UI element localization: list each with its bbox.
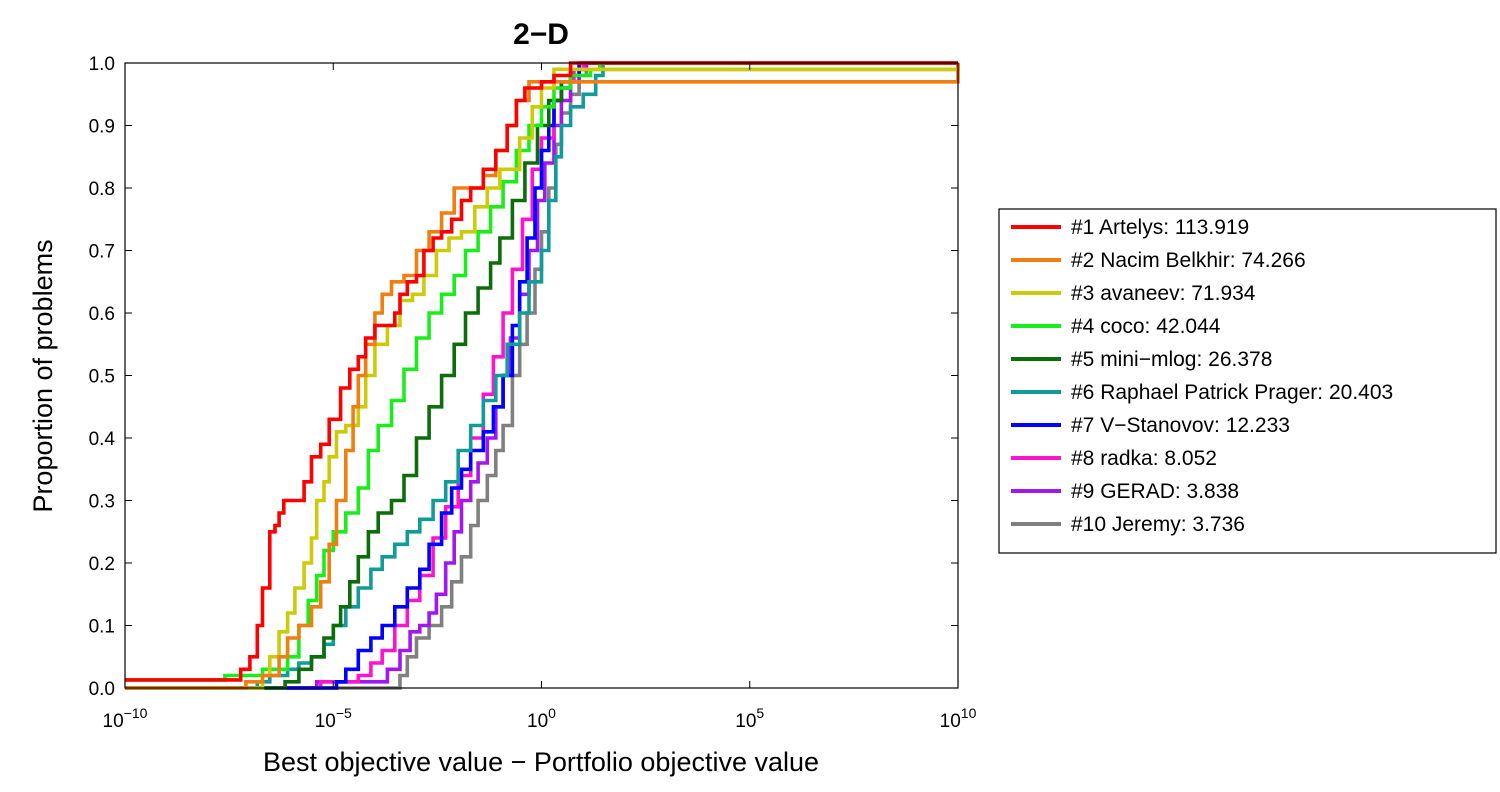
series-line-1 [125, 61, 958, 682]
y-axis: 0.0 0.1 0.2 0.3 0.4 0.5 0.6 0.7 0.8 0.9 1.0 [89, 54, 958, 700]
legend-entry-3: #3 avaneev: 71.934 [1071, 282, 1256, 305]
y-tick-label: 0.2 [89, 554, 115, 575]
y-tick-label: 0.8 [89, 179, 115, 200]
legend-entry-4: #4 coco: 42.044 [1071, 315, 1221, 338]
series-line-2 [125, 63, 960, 690]
series-lines [125, 61, 960, 690]
series-line-3 [125, 63, 960, 690]
y-tick-label: 0.9 [89, 117, 115, 138]
y-tick-label: 1.0 [89, 54, 115, 75]
y-tick-label: 0.5 [89, 367, 115, 388]
x-tick-label: 105 [735, 705, 764, 732]
legend-box [998, 208, 1497, 554]
x-axis-label: Best objective value − Portfolio objecti… [263, 747, 819, 777]
legend-entry-2: #2 Nacim Belkhir: 74.266 [1071, 249, 1306, 272]
legend: #1 Artelys: 113.919 #2 Nacim Belkhir: 74.… [998, 208, 1497, 554]
x-tick-label: 1010 [940, 705, 977, 732]
series-line-7 [125, 61, 958, 690]
series-line-5 [125, 63, 960, 690]
x-tick-label: 10−10 [103, 705, 148, 732]
legend-entry-1: #1 Artelys: 113.919 [1071, 216, 1249, 239]
legend-entry-10: #10 Jeremy: 3.736 [1071, 513, 1245, 536]
x-tick-label: 100 [527, 705, 556, 732]
chart-title: 2−D [513, 18, 569, 51]
series-line-4 [125, 61, 958, 682]
legend-entry-5: #5 mini−mlog: 26.378 [1071, 348, 1272, 371]
y-axis-label: Proportion of problems [28, 239, 58, 512]
plot-area [124, 61, 960, 690]
x-tick-label: 10−5 [315, 705, 352, 732]
y-tick-label: 0.7 [89, 242, 115, 263]
y-tick-label: 0.4 [89, 429, 116, 450]
legend-entry-6: #6 Raphael Patrick Prager: 20.403 [1071, 381, 1393, 404]
y-tick-label: 0.0 [89, 679, 115, 700]
legend-entry-9: #9 GERAD: 3.838 [1071, 480, 1239, 503]
legend-entry-8: #8 radka: 8.052 [1071, 447, 1217, 470]
x-axis: 10−10 10−5 100 105 1010 [103, 63, 977, 732]
legend-entry-7: #7 V−Stanovov: 12.233 [1071, 414, 1290, 437]
y-tick-label: 0.1 [89, 617, 115, 638]
y-tick-label: 0.6 [89, 304, 115, 325]
y-tick-label: 0.3 [89, 492, 115, 513]
